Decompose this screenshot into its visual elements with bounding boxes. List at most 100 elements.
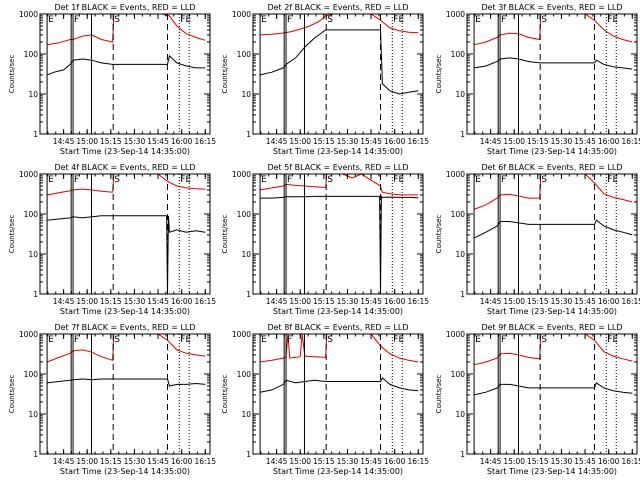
- x-axis-label: Start Time (23-Sep-14 14:35:00): [487, 307, 617, 316]
- x-tick-label: 15:45: [574, 457, 596, 466]
- x-tick-label: 15:30: [337, 297, 359, 306]
- marker-label: S: [327, 175, 333, 185]
- panel-title: Det 9f BLACK = Events, RED = LLD: [481, 323, 622, 332]
- y-tick-label: 1000: [446, 330, 465, 339]
- x-tick-label: 15:15: [100, 457, 122, 466]
- x-axis-label: Start Time (23-Sep-14 14:35:00): [487, 147, 617, 156]
- panel-title: Det 5f BLACK = Events, RED = LLD: [267, 163, 408, 172]
- y-tick-label: 1: [460, 450, 465, 459]
- x-tick-label: 14:45: [266, 297, 288, 306]
- x-tick-label: 15:30: [551, 297, 573, 306]
- y-tick-label: 100: [451, 370, 466, 379]
- marker-label: E: [261, 175, 267, 185]
- marker-label: FE: [607, 175, 618, 185]
- x-axis-label: Start Time (23-Sep-14 14:35:00): [273, 467, 403, 476]
- marker-label: F: [287, 15, 292, 25]
- x-tick-label: 14:45: [480, 297, 502, 306]
- y-tick-label: 100: [24, 50, 39, 59]
- x-tick-label: 15:00: [503, 297, 525, 306]
- x-tick-label: 14:45: [480, 457, 502, 466]
- x-tick-label: 16:15: [194, 457, 216, 466]
- plot-frame: [466, 173, 638, 295]
- x-tick-label: 16:15: [621, 297, 640, 306]
- marker-label: FE: [180, 335, 191, 345]
- y-axis-label: Counts/sec: [8, 215, 16, 254]
- x-axis-label: Start Time (23-Sep-14 14:35:00): [60, 147, 190, 156]
- y-tick-label: 1000: [446, 170, 465, 179]
- marker-label: FE: [607, 15, 618, 25]
- y-tick-label: 1: [246, 130, 251, 139]
- y-tick-label: 1000: [232, 330, 251, 339]
- panel-title: Det 8f BLACK = Events, RED = LLD: [267, 323, 408, 332]
- x-tick-label: 15:45: [147, 457, 169, 466]
- panel-title: Det 1f BLACK = Events, RED = LLD: [54, 3, 195, 12]
- x-tick-label: 16:15: [194, 137, 216, 146]
- x-tick-label: 14:45: [480, 137, 502, 146]
- x-tick-label: 16:15: [407, 297, 429, 306]
- plot-frame: [466, 13, 638, 135]
- y-axis-label: Counts/sec: [8, 55, 16, 94]
- y-axis-label: Counts/sec: [435, 215, 443, 254]
- x-tick-label: 15:00: [289, 137, 311, 146]
- marker-label: S: [114, 335, 120, 345]
- marker-label: FE: [393, 15, 404, 25]
- y-tick-label: 10: [241, 250, 251, 259]
- marker-label: E: [48, 335, 54, 345]
- y-tick-label: 10: [455, 410, 465, 419]
- x-tick-label: 15:15: [100, 297, 122, 306]
- x-tick-label: 14:45: [53, 297, 75, 306]
- x-tick-label: 16:00: [598, 137, 620, 146]
- x-tick-label: 16:15: [621, 457, 640, 466]
- y-tick-label: 1000: [232, 170, 251, 179]
- y-tick-label: 10: [28, 410, 38, 419]
- x-tick-label: 15:45: [147, 137, 169, 146]
- x-axis-label: Start Time (23-Sep-14 14:35:00): [487, 467, 617, 476]
- x-tick-label: 15:45: [360, 137, 382, 146]
- x-tick-label: 14:45: [53, 137, 75, 146]
- marker-label: S: [114, 15, 120, 25]
- marker-label: S: [327, 15, 333, 25]
- x-tick-label: 14:45: [53, 457, 75, 466]
- marker-label: FE: [393, 335, 404, 345]
- x-tick-label: 15:45: [360, 297, 382, 306]
- marker-label: E: [261, 335, 267, 345]
- x-tick-label: 15:00: [76, 457, 98, 466]
- panel-title: Det 2f BLACK = Events, RED = LLD: [267, 3, 408, 12]
- x-tick-label: 16:15: [194, 297, 216, 306]
- x-tick-label: 16:00: [384, 457, 406, 466]
- marker-label: F: [501, 15, 506, 25]
- x-tick-label: 15:15: [313, 297, 335, 306]
- x-tick-label: 15:45: [574, 297, 596, 306]
- y-tick-label: 100: [237, 210, 252, 219]
- x-tick-label: 14:45: [266, 457, 288, 466]
- marker-label: F: [74, 15, 79, 25]
- y-tick-label: 1000: [19, 170, 38, 179]
- x-tick-label: 15:15: [100, 137, 122, 146]
- plot-frame: [39, 333, 211, 455]
- y-tick-label: 1: [460, 290, 465, 299]
- y-tick-label: 100: [24, 370, 39, 379]
- x-tick-label: 15:00: [289, 297, 311, 306]
- marker-label: E: [475, 335, 481, 345]
- marker-label: F: [287, 175, 292, 185]
- plot-frame: [252, 173, 424, 295]
- y-tick-label: 1000: [232, 10, 251, 19]
- marker-label: S: [114, 175, 120, 185]
- series-lld-line: [47, 14, 206, 46]
- y-tick-label: 1: [33, 450, 38, 459]
- y-tick-label: 100: [24, 210, 39, 219]
- panel-title: Det 4f BLACK = Events, RED = LLD: [54, 163, 195, 172]
- marker-label: S: [327, 335, 333, 345]
- y-tick-label: 1: [246, 450, 251, 459]
- y-axis-label: Counts/sec: [221, 55, 229, 94]
- plot-frame: [39, 13, 211, 135]
- plot-frame: [252, 13, 424, 135]
- marker-label: F: [74, 335, 79, 345]
- plot-frame: [39, 173, 211, 295]
- y-tick-label: 100: [451, 50, 466, 59]
- x-tick-label: 15:15: [527, 137, 549, 146]
- x-tick-label: 15:30: [337, 137, 359, 146]
